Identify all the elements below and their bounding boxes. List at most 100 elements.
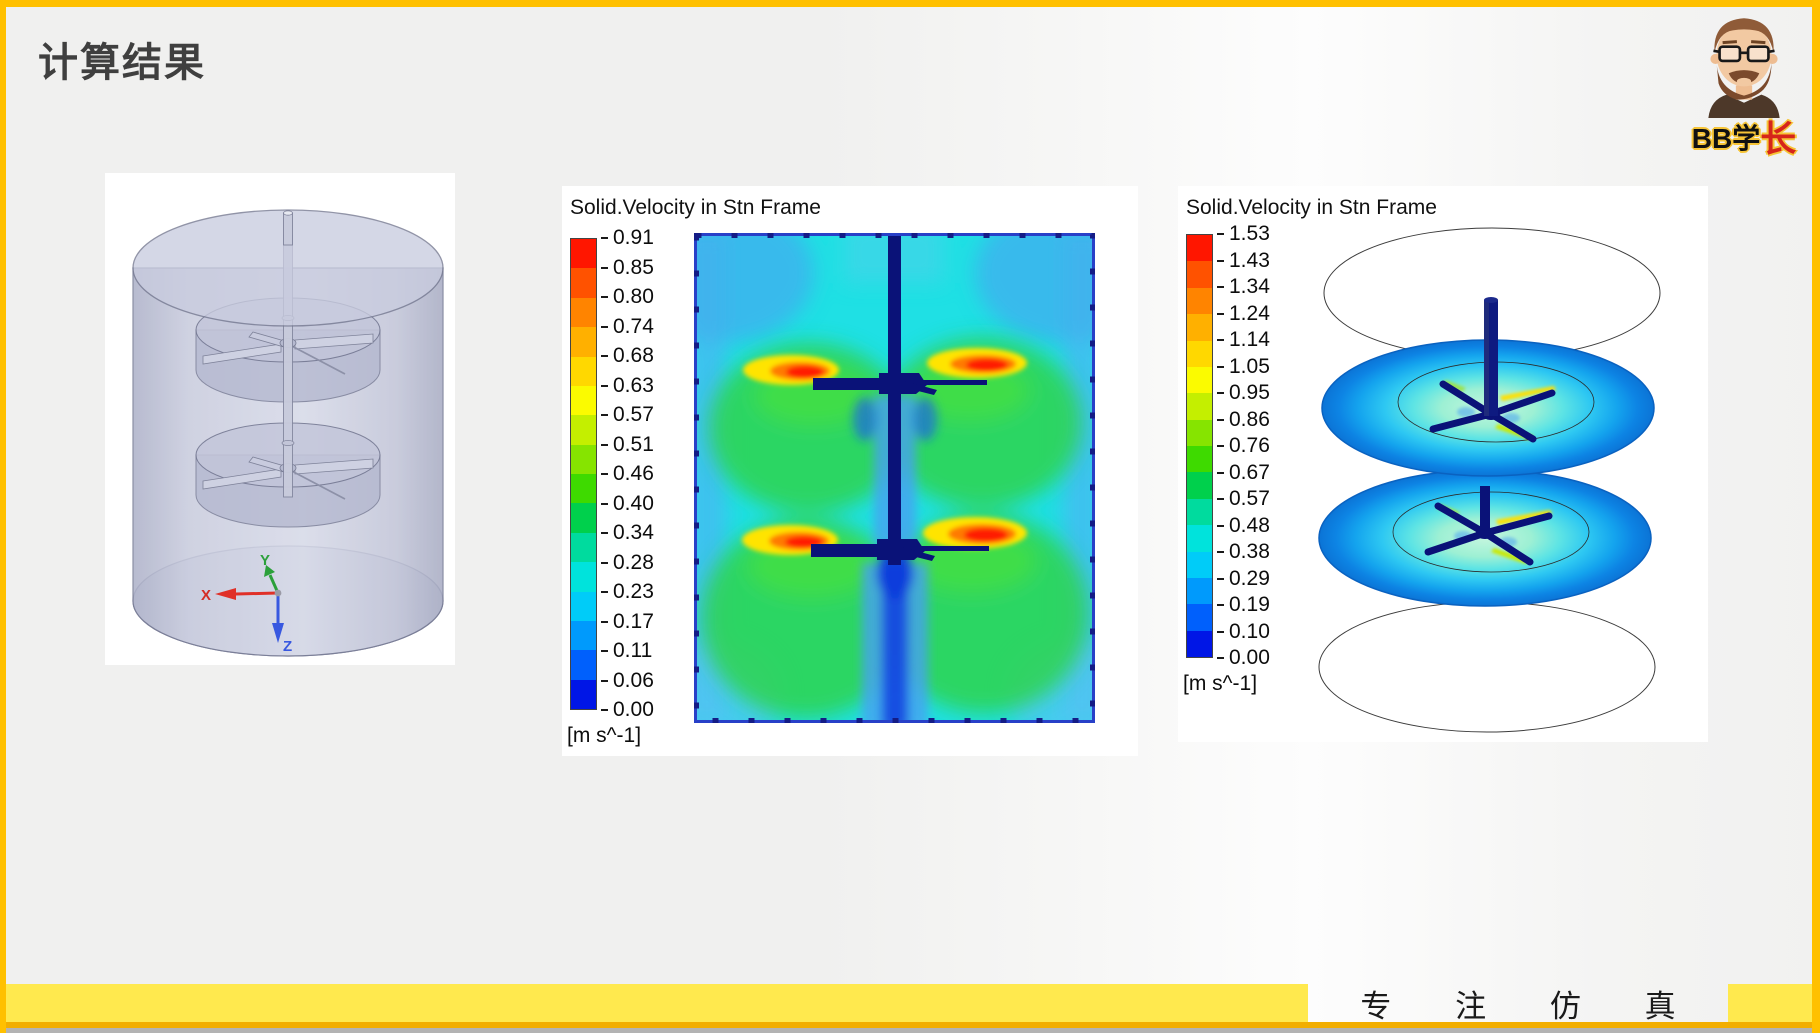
tick-dash bbox=[601, 443, 608, 446]
colorbar-band bbox=[571, 562, 596, 592]
contour-unit-label: [m s^-1] bbox=[567, 724, 642, 747]
tick-dash bbox=[601, 502, 608, 505]
brand-logo: BB学长 bbox=[1676, 6, 1812, 159]
frame-left-border bbox=[0, 0, 6, 1033]
planes-title: Solid.Velocity in Stn Frame bbox=[1186, 196, 1437, 219]
axis-x-label: X bbox=[201, 587, 211, 604]
tick-dash bbox=[1217, 445, 1224, 447]
tick-dash bbox=[601, 679, 608, 682]
tick-dash bbox=[601, 473, 608, 475]
bottom-yellow-block bbox=[1728, 984, 1812, 1022]
tick-dash bbox=[601, 266, 608, 269]
brand-name-main: BB学 bbox=[1691, 123, 1761, 154]
tick-dash bbox=[1217, 286, 1224, 288]
colorbar-band bbox=[571, 297, 596, 328]
planes-legend-ticks: 1.53 1.43 1.34 1.24 1.14 1.05 0.95 0.86 0.76 0.67… bbox=[1217, 223, 1270, 668]
colorbar-band bbox=[1187, 446, 1212, 473]
plot-border-ticks bbox=[694, 233, 1095, 723]
bottom-plane-outline bbox=[1318, 601, 1656, 733]
tick-dash bbox=[601, 384, 608, 387]
lower-impeller-blades bbox=[1424, 502, 1553, 566]
planes-colorbar bbox=[1186, 234, 1213, 658]
tick-dash bbox=[601, 237, 608, 239]
lower-contour-plane bbox=[1318, 469, 1652, 607]
colorbar-band bbox=[571, 239, 596, 269]
colorbar-band bbox=[571, 650, 596, 680]
impeller-geometry bbox=[811, 233, 989, 565]
avatar-glasses-icon bbox=[1713, 45, 1775, 63]
brand-name: BB学长 bbox=[1676, 110, 1812, 162]
colorbar-band bbox=[571, 591, 596, 621]
avatar-face bbox=[1716, 23, 1772, 87]
brand-name-accent: 长 bbox=[1760, 118, 1797, 159]
planes-unit-label: [m s^-1] bbox=[1183, 672, 1258, 695]
tick-dash bbox=[601, 709, 608, 711]
avatar-hair bbox=[1714, 18, 1774, 53]
tick-dash bbox=[601, 561, 608, 564]
bottom-yellow-bar bbox=[6, 984, 1308, 1022]
cad-model-panel: X Y Z bbox=[105, 173, 455, 665]
contour-hotspots bbox=[742, 348, 1027, 555]
avatar-beard bbox=[1716, 63, 1772, 100]
tick-dash bbox=[1217, 524, 1224, 527]
tick-dash bbox=[1217, 233, 1224, 235]
tick-dash bbox=[1217, 498, 1224, 500]
colorbar-band bbox=[1187, 314, 1212, 341]
tick-dash bbox=[1217, 577, 1224, 580]
tick-dash bbox=[1217, 657, 1224, 659]
colorbar-band bbox=[1187, 604, 1212, 631]
tick-dash bbox=[1217, 312, 1224, 315]
contour-plot bbox=[694, 233, 1095, 723]
tick-dash bbox=[601, 296, 608, 298]
tick-dash bbox=[601, 650, 608, 652]
colorbar-band bbox=[571, 327, 596, 357]
tick-dash bbox=[1217, 551, 1224, 553]
colorbar-band bbox=[1187, 340, 1212, 367]
tick-dash bbox=[601, 414, 608, 416]
colorbar-band bbox=[1187, 498, 1212, 526]
colorbar-band bbox=[571, 268, 596, 298]
velocity-contour-panel: Solid.Velocity in Stn Frame 0.91 0.85 0.80… bbox=[562, 186, 1138, 756]
tick-dash bbox=[601, 532, 608, 534]
tick-dash bbox=[601, 355, 608, 357]
tick-dash bbox=[1217, 471, 1224, 474]
axis-y-label: Y bbox=[260, 552, 270, 569]
contour-legend: 0.91 0.85 0.80 0.74 0.68 0.63 0.57 0.51 0.46 0.40… bbox=[570, 227, 654, 720]
planes-3d-view bbox=[1318, 227, 1661, 733]
colorbar-band bbox=[1187, 261, 1212, 288]
tick-dash bbox=[1217, 392, 1224, 394]
tick-dash bbox=[1217, 259, 1224, 262]
colorbar-band bbox=[1187, 419, 1212, 446]
colorbar-band bbox=[571, 356, 596, 386]
main-shaft bbox=[1484, 297, 1498, 416]
colorbar-band bbox=[571, 679, 596, 709]
planes-legend: 1.53 1.43 1.34 1.24 1.14 1.05 0.95 0.86 0.76 0.67… bbox=[1186, 223, 1270, 668]
tick-dash bbox=[601, 591, 608, 593]
frame-right-border bbox=[1812, 0, 1820, 1033]
colorbar-band bbox=[1187, 472, 1212, 499]
colorbar-band bbox=[1187, 393, 1212, 420]
velocity-planes-panel: Solid.Velocity in Stn Frame 1.53 1.43 1.34… bbox=[1178, 186, 1708, 742]
tank-top-face bbox=[132, 209, 444, 327]
page-title: 计算结果 bbox=[38, 41, 206, 85]
tick-dash bbox=[1217, 365, 1224, 368]
colorbar-band bbox=[1187, 366, 1212, 394]
tick-dash bbox=[1217, 339, 1224, 341]
colorbar-band bbox=[1187, 577, 1212, 605]
colorbar-band bbox=[1187, 235, 1212, 262]
colorbar-band bbox=[1187, 551, 1212, 578]
colorbar-band bbox=[571, 503, 596, 533]
axis-z-label: Z bbox=[283, 638, 292, 655]
lower-shaft-segment bbox=[1480, 486, 1490, 534]
bottom-gold-line bbox=[0, 1022, 1820, 1028]
avatar-shirt bbox=[1708, 94, 1780, 118]
colorbar-band bbox=[1187, 630, 1212, 657]
bottom-motto: 专 注 仿 真 bbox=[1360, 988, 1676, 1024]
tick-dash bbox=[601, 620, 608, 623]
colorbar-band bbox=[571, 415, 596, 445]
axis-triad-icon: X Y Z bbox=[201, 552, 292, 655]
cad-tank-drawing: X Y Z bbox=[132, 209, 444, 657]
contour-colorbar bbox=[570, 238, 597, 710]
bottom-gray-strip bbox=[0, 1028, 1820, 1033]
